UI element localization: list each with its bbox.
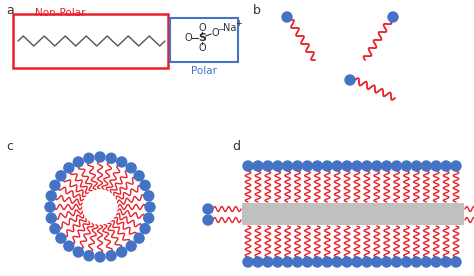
Circle shape: [382, 161, 392, 171]
Circle shape: [431, 161, 441, 171]
Circle shape: [362, 161, 372, 171]
Circle shape: [441, 161, 451, 171]
Text: Non-Polar: Non-Polar: [35, 8, 85, 18]
Circle shape: [382, 257, 392, 267]
Text: O: O: [184, 33, 192, 43]
Circle shape: [126, 163, 136, 173]
Text: d: d: [232, 140, 240, 153]
Circle shape: [392, 161, 401, 171]
Circle shape: [56, 171, 66, 181]
Circle shape: [312, 257, 322, 267]
Circle shape: [253, 161, 263, 171]
Circle shape: [95, 152, 105, 162]
Circle shape: [411, 161, 421, 171]
Circle shape: [46, 213, 56, 223]
Circle shape: [372, 257, 382, 267]
Circle shape: [451, 257, 461, 267]
Circle shape: [56, 233, 66, 243]
Text: c: c: [6, 140, 13, 153]
Circle shape: [140, 224, 150, 234]
Circle shape: [64, 163, 74, 173]
Circle shape: [263, 161, 273, 171]
Text: O: O: [198, 43, 206, 53]
Text: Na: Na: [223, 23, 237, 33]
Circle shape: [144, 191, 154, 201]
Circle shape: [411, 257, 421, 267]
Bar: [170, 18, 238, 62]
Circle shape: [292, 161, 302, 171]
Text: +: +: [236, 20, 242, 28]
Circle shape: [352, 257, 362, 267]
Circle shape: [144, 213, 154, 223]
Circle shape: [140, 180, 150, 190]
Text: O: O: [198, 23, 206, 33]
Circle shape: [302, 257, 312, 267]
Circle shape: [322, 161, 332, 171]
Circle shape: [431, 257, 441, 267]
Circle shape: [50, 180, 60, 190]
Circle shape: [134, 171, 144, 181]
Text: b: b: [253, 4, 261, 17]
Circle shape: [345, 75, 355, 85]
Circle shape: [421, 161, 431, 171]
Circle shape: [401, 257, 411, 267]
Circle shape: [253, 257, 263, 267]
Circle shape: [263, 257, 273, 267]
Circle shape: [401, 161, 411, 171]
Circle shape: [50, 224, 60, 234]
Bar: [242, 203, 464, 225]
Circle shape: [46, 191, 56, 201]
Text: Polar: Polar: [191, 66, 217, 76]
Circle shape: [283, 161, 292, 171]
Circle shape: [45, 202, 55, 212]
Circle shape: [283, 257, 292, 267]
Circle shape: [352, 161, 362, 171]
Circle shape: [312, 161, 322, 171]
Circle shape: [126, 241, 136, 251]
Circle shape: [83, 190, 117, 224]
Text: −: −: [218, 25, 225, 34]
Circle shape: [106, 153, 116, 163]
Circle shape: [203, 215, 213, 225]
Bar: [13, 14, 168, 68]
Circle shape: [117, 247, 127, 257]
Circle shape: [322, 257, 332, 267]
Circle shape: [73, 157, 83, 167]
Circle shape: [95, 252, 105, 262]
Circle shape: [73, 247, 83, 257]
Circle shape: [243, 161, 253, 171]
Circle shape: [117, 157, 127, 167]
Circle shape: [273, 257, 283, 267]
Circle shape: [64, 241, 74, 251]
Circle shape: [282, 12, 292, 22]
Circle shape: [106, 251, 116, 261]
Text: a: a: [6, 4, 14, 17]
Circle shape: [388, 12, 398, 22]
Circle shape: [392, 257, 401, 267]
Text: O: O: [211, 28, 219, 38]
Circle shape: [342, 257, 352, 267]
Circle shape: [332, 257, 342, 267]
Circle shape: [145, 202, 155, 212]
Circle shape: [421, 257, 431, 267]
Circle shape: [362, 257, 372, 267]
Circle shape: [441, 257, 451, 267]
Circle shape: [292, 257, 302, 267]
Circle shape: [84, 251, 94, 261]
Circle shape: [451, 161, 461, 171]
Circle shape: [273, 161, 283, 171]
Circle shape: [84, 153, 94, 163]
Circle shape: [243, 257, 253, 267]
Circle shape: [332, 161, 342, 171]
Circle shape: [372, 161, 382, 171]
Text: S: S: [198, 33, 206, 43]
Circle shape: [203, 204, 213, 214]
Circle shape: [134, 233, 144, 243]
Circle shape: [342, 161, 352, 171]
Circle shape: [302, 161, 312, 171]
